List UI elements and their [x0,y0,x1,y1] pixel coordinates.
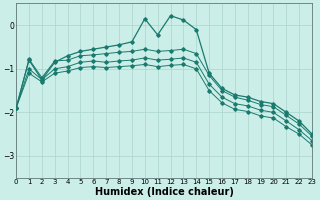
X-axis label: Humidex (Indice chaleur): Humidex (Indice chaleur) [95,187,234,197]
